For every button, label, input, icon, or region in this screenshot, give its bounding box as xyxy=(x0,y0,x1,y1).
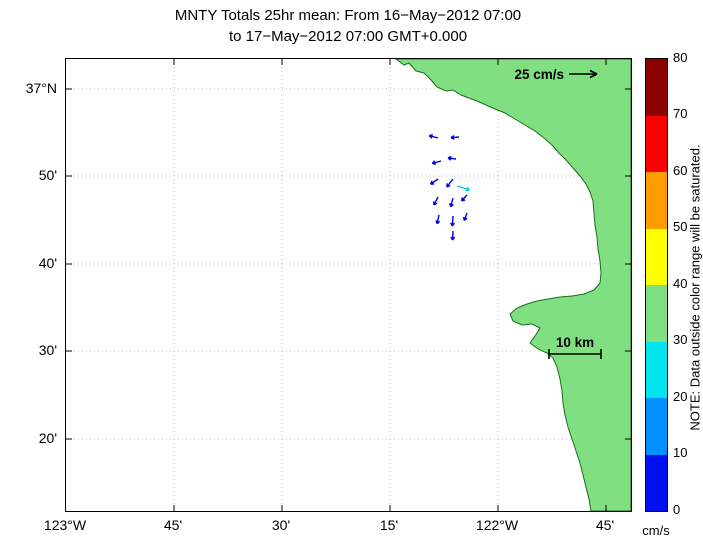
colorbar-band-30-40 xyxy=(646,285,667,342)
current-vector xyxy=(446,178,454,188)
current-vector xyxy=(447,155,457,161)
current-vector xyxy=(428,134,439,139)
scale-bar-line xyxy=(548,349,602,359)
distance-scale-label: 10 km xyxy=(556,335,594,350)
colorbar-band-20-30 xyxy=(646,341,667,398)
x-tick-label-5: 45' xyxy=(595,517,615,533)
colorbar-tick-3: 50 xyxy=(673,219,688,234)
colorbar-tick-6: 20 xyxy=(673,389,688,404)
colorbar-tick-1: 70 xyxy=(673,106,688,121)
x-tick-label-0: 123°W xyxy=(43,517,87,533)
y-tick-label-0: 37°N xyxy=(25,80,57,96)
current-vector xyxy=(460,194,468,202)
current-vector xyxy=(450,135,460,140)
colorbar-tick-2: 60 xyxy=(673,163,688,178)
x-tick-label-4: 122°W xyxy=(475,517,519,533)
colorbar-tick-8: 0 xyxy=(673,502,681,517)
y-tick-label-1: 50' xyxy=(38,167,57,183)
colorbar-unit-label: cm/s xyxy=(642,523,670,538)
colorbar-band-10-20 xyxy=(646,398,667,455)
current-vector xyxy=(456,185,470,192)
colorbar-band-70-80 xyxy=(646,59,667,116)
current-vector xyxy=(431,160,442,165)
distance-scale-bar: 10 km xyxy=(548,335,602,359)
colorbar-band-60-70 xyxy=(646,115,667,172)
velocity-scale-arrow: 25 cm/s xyxy=(514,67,598,82)
plot-title: MNTY Totals 25hr mean: From 16−May−2012 … xyxy=(65,5,631,47)
arrow-icon xyxy=(569,69,598,79)
colorbar-band-40-50 xyxy=(646,228,667,285)
colorbar-tick-5: 30 xyxy=(673,332,688,347)
title-line-1: MNTY Totals 25hr mean: From 16−May−2012 … xyxy=(174,7,522,24)
y-tick-label-2: 40' xyxy=(38,255,57,271)
colorbar xyxy=(645,58,668,512)
colorbar-tick-4: 40 xyxy=(673,276,688,291)
current-vector xyxy=(450,215,455,227)
current-vector xyxy=(433,196,439,206)
current-vector xyxy=(429,178,439,185)
current-vector-layer xyxy=(428,134,470,241)
axis-tick-marks xyxy=(66,59,631,511)
title-line-2: to 17−May−2012 07:00 GMT+0.000 xyxy=(228,28,468,45)
velocity-scale-label: 25 cm/s xyxy=(514,67,564,82)
current-vector xyxy=(449,197,454,208)
colorbar-tick-7: 10 xyxy=(673,445,688,460)
colorbar-tick-0: 80 xyxy=(673,50,688,65)
current-vector xyxy=(462,212,468,222)
x-tick-label-1: 45' xyxy=(163,517,183,533)
map-canvas: 25 cm/s 10 km xyxy=(66,59,631,511)
y-tick-label-4: 20' xyxy=(38,430,57,446)
x-tick-label-2: 30' xyxy=(271,517,291,533)
colorbar-band-50-60 xyxy=(646,172,667,229)
current-vector xyxy=(435,214,441,225)
saturation-note: NOTE: Data outside color range will be s… xyxy=(687,144,703,431)
land-polygon xyxy=(395,59,631,511)
colorbar-band-0-10 xyxy=(646,454,667,511)
y-tick-label-3: 30' xyxy=(38,342,57,358)
x-tick-label-3: 15' xyxy=(379,517,399,533)
map-axes: 25 cm/s 10 km xyxy=(65,58,632,512)
current-vector xyxy=(450,230,456,241)
